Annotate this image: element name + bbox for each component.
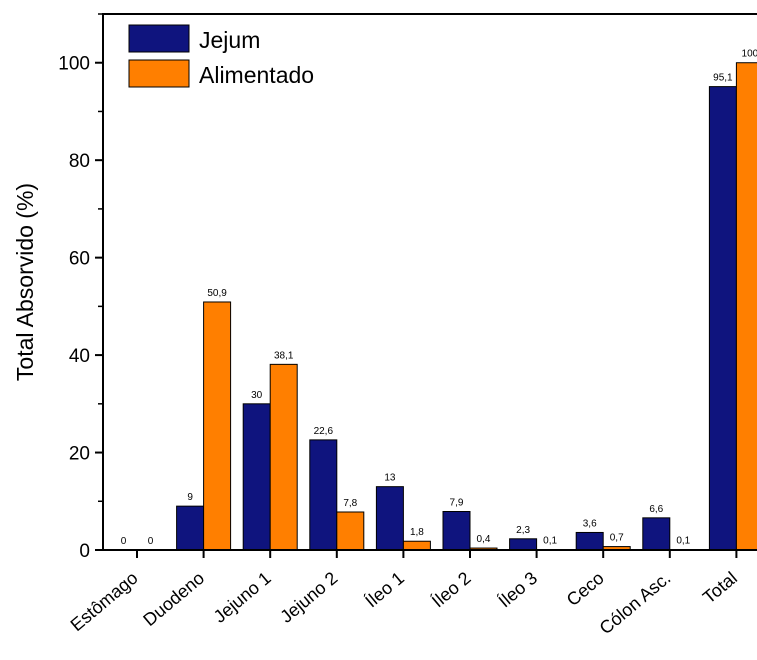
legend-label-alimentado: Alimentado: [199, 62, 314, 88]
bar-jejum-3: [309, 439, 338, 551]
bar-jejum-5: [442, 511, 471, 551]
x-tick-label: Duodeno: [139, 568, 208, 630]
data-label-alimentado-3: 7,8: [343, 498, 357, 509]
legend: Jejum Alimentado: [128, 24, 314, 88]
bar-jejum-2: [242, 403, 271, 551]
x-tick-label: Jejuno 2: [276, 568, 341, 627]
data-label-jejum-3: 22,6: [314, 426, 334, 437]
data-label-jejum-0: 0: [121, 536, 127, 547]
data-label-jejum-8: 6,6: [649, 504, 663, 515]
legend-swatch-jejum: [128, 24, 190, 53]
axes-group: [102, 13, 757, 551]
x-tick-label: Ceco: [563, 568, 608, 610]
x-tick-label: Estômago: [67, 568, 142, 635]
y-axis-title: Total Absorvido (%): [12, 183, 38, 381]
bar-alimentado-1: [203, 301, 232, 551]
data-label-jejum-2: 30: [251, 390, 263, 401]
data-label-alimentado-2: 38,1: [274, 350, 294, 361]
y-tick-label: 100: [58, 54, 90, 75]
data-label-jejum-9: 95,1: [713, 73, 733, 84]
data-label-jejum-1: 9: [187, 492, 193, 503]
x-tick-label: Íleo 3: [495, 568, 542, 612]
data-label-jejum-6: 2,3: [516, 525, 530, 536]
data-label-alimentado-5: 0,4: [477, 534, 491, 545]
y-tick-label: 0: [79, 541, 90, 562]
y-tick-label: 20: [69, 444, 90, 465]
bar-jejum-1: [176, 505, 205, 551]
data-label-alimentado-8: 0,1: [676, 536, 690, 547]
y-tick-label: 60: [69, 249, 90, 270]
bar-jejum-6: [509, 538, 538, 551]
data-label-alimentado-0: 0: [148, 536, 154, 547]
data-label-alimentado-1: 50,9: [207, 288, 227, 299]
bar-alimentado-4: [402, 540, 431, 551]
y-tick-label: 80: [69, 151, 90, 172]
y-tick-label: 40: [69, 346, 90, 367]
x-tick-label: Íleo 1: [361, 568, 408, 612]
data-label-jejum-4: 13: [384, 473, 396, 484]
data-label-alimentado-4: 1,8: [410, 527, 424, 538]
x-tick-label: Jejuno 1: [210, 568, 275, 627]
data-labels-group: 0 0 9 50,9 30 38,1 22,6 7,8 13 1,8 7,9 0,4 2,3 0,1 3,6…: [121, 49, 757, 547]
data-label-alimentado-7: 0,7: [610, 533, 624, 544]
legend-label-jejum: Jejum: [199, 27, 260, 53]
y-ticks-group: 0 20 40 60 80 100: [58, 13, 103, 562]
data-label-jejum-7: 3,6: [583, 518, 597, 529]
bar-alimentado-3: [336, 511, 365, 551]
bar-alimentado-2: [269, 363, 298, 551]
legend-swatch-alimentado: [128, 59, 190, 88]
bar-jejum-4: [375, 486, 404, 551]
x-tick-label: Total: [699, 568, 741, 608]
bars-group: [176, 62, 757, 551]
data-label-jejum-5: 7,9: [450, 498, 464, 509]
bar-jejum-7: [575, 531, 604, 551]
data-label-alimentado-9: 100: [742, 49, 757, 60]
x-tick-label: Cólon Asc.: [596, 568, 675, 639]
data-label-alimentado-6: 0,1: [543, 536, 557, 547]
x-tick-label: Íleo 2: [428, 568, 475, 612]
bar-jejum-9: [708, 86, 737, 551]
bar-alimentado-9: [735, 62, 757, 551]
bar-jejum-8: [642, 517, 671, 551]
